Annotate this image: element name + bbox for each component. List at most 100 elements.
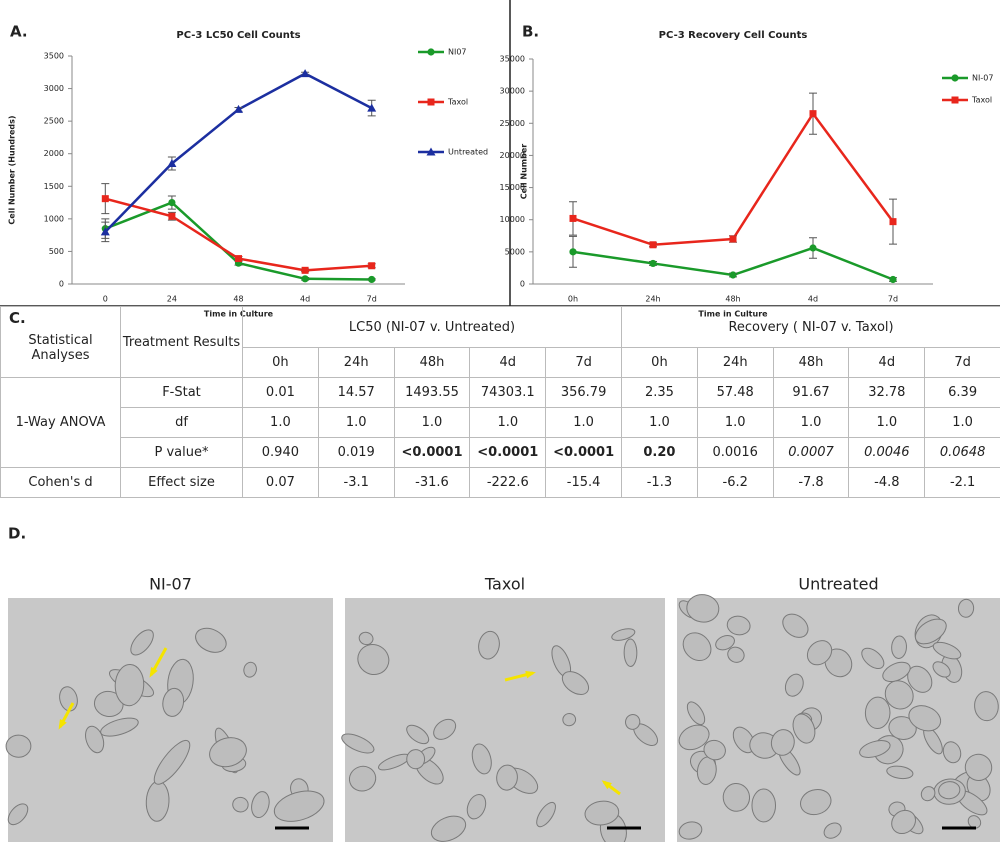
table-cell: <0.0001 — [469, 437, 547, 468]
cell — [7, 803, 29, 826]
y-tick-label: 10000 — [500, 215, 525, 224]
table-cell: 6.39 — [924, 377, 1000, 408]
cell — [357, 644, 390, 675]
cell — [611, 628, 636, 641]
cell — [884, 680, 914, 710]
y-tick-label: 2000 — [44, 149, 64, 158]
table-cell: Treatment Results — [120, 306, 243, 378]
cell — [114, 663, 145, 707]
table-cell: 0.0016 — [696, 437, 774, 468]
cell — [967, 815, 982, 829]
data-point — [809, 244, 817, 252]
legend-label: Untreated — [448, 148, 488, 157]
table-cell: -15.4 — [545, 467, 623, 498]
table-cell: 7d — [924, 347, 1000, 378]
y-tick-label: 5000 — [505, 247, 525, 256]
table-cell: -222.6 — [469, 467, 547, 498]
y-tick-label: 30000 — [500, 87, 525, 96]
cell — [888, 716, 917, 740]
table-row: Cohen's d Effect size 0.07 -3.1 -31.6 -222.6-… — [0, 467, 1000, 498]
cell — [430, 815, 467, 842]
x-tick-label: 24h — [645, 295, 660, 304]
cell — [806, 640, 833, 666]
cell — [686, 594, 720, 623]
table-cell: 1493.55 — [393, 377, 471, 408]
cell — [942, 741, 962, 764]
table-cell: -7.8 — [772, 467, 850, 498]
table-cell: df — [120, 407, 243, 438]
cell — [784, 673, 804, 697]
data-point — [889, 218, 897, 226]
table-cell: 24h — [696, 347, 774, 378]
table-row: 0h 24h 48h 4d 7d 0h 24h 48h 4d 7d — [1, 347, 1000, 378]
table-cell: 0h — [621, 347, 698, 378]
table-cell: -2.1 — [924, 467, 1000, 498]
cell — [920, 786, 936, 802]
legend-marker — [951, 74, 959, 82]
cell — [678, 821, 703, 840]
cell — [678, 724, 710, 751]
x-tick-label: 48h — [725, 295, 740, 304]
cell — [478, 630, 500, 660]
arrow-head — [601, 780, 612, 790]
cell — [130, 629, 154, 656]
cell — [891, 809, 916, 835]
data-point — [569, 248, 577, 256]
table-cell: -6.2 — [696, 467, 774, 498]
cell — [625, 714, 641, 730]
table-cell: -31.6 — [393, 467, 471, 498]
y-tick-label: 500 — [49, 247, 64, 256]
x-tick-label: 7d — [367, 295, 377, 304]
table-cell: -3.1 — [317, 467, 395, 498]
x-tick-label: 0 — [103, 295, 108, 304]
cell — [243, 661, 257, 678]
cell — [466, 793, 487, 820]
cell — [433, 718, 457, 740]
cell — [974, 691, 999, 722]
y-tick-label: 20000 — [500, 151, 525, 160]
cell — [891, 635, 907, 659]
cell — [932, 641, 962, 660]
legend-label: NI07 — [448, 48, 467, 57]
table-cell: <0.0001 — [545, 437, 623, 468]
y-tick-label: 35000 — [500, 55, 525, 64]
legend-marker — [951, 96, 959, 104]
table-cell: 74303.1 — [469, 377, 547, 408]
cell — [932, 661, 951, 678]
chart-title: PC-3 Recovery Cell Counts — [659, 30, 808, 41]
y-tick-label: 0 — [520, 280, 525, 289]
cell — [722, 782, 751, 812]
x-tick-label: 0h — [568, 295, 578, 304]
cell — [908, 705, 942, 732]
data-point — [649, 259, 657, 268]
cell — [348, 765, 377, 792]
table-cell: 0.01 — [242, 377, 319, 408]
table-cell: 24h — [317, 347, 395, 378]
cell — [195, 627, 227, 653]
cell — [938, 781, 961, 800]
cell — [703, 739, 726, 761]
cell — [715, 635, 735, 651]
table-cell: C. Statistical Analyses — [0, 306, 121, 378]
data-point — [889, 275, 897, 284]
data-point — [100, 227, 110, 236]
cell — [957, 598, 975, 618]
micrograph — [345, 598, 665, 842]
table-cell: 0.0046 — [848, 437, 926, 468]
data-point — [569, 214, 577, 222]
y-tick-label: 1500 — [44, 182, 64, 191]
table-cell: 356.79 — [545, 377, 623, 408]
table-cell: 0.07 — [242, 467, 319, 498]
series-line — [572, 111, 895, 247]
cell — [727, 646, 745, 663]
cell — [561, 671, 590, 695]
cell — [93, 690, 124, 718]
table-cell: 1.0 — [621, 407, 698, 438]
legend-label: Taxol — [971, 96, 992, 105]
cell — [882, 661, 911, 683]
table-cell: -4.8 — [848, 467, 926, 498]
data-point — [168, 212, 176, 220]
cell — [471, 743, 492, 775]
data-point — [367, 103, 377, 112]
cell — [85, 725, 105, 754]
